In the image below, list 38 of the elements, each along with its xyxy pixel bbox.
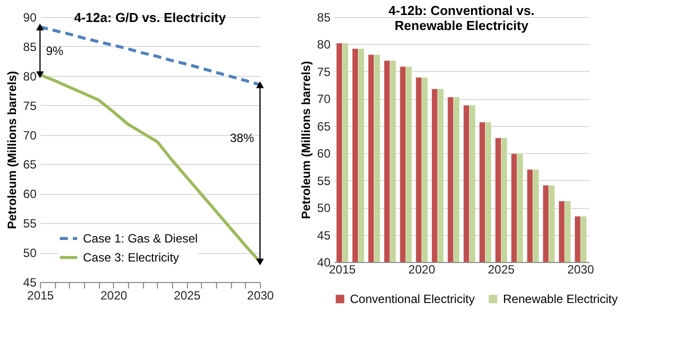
chart-title: 4-12a: G/D vs. Electricity bbox=[74, 10, 227, 25]
x-tick-label: 2025 bbox=[174, 288, 201, 302]
y-tick-label: 85 bbox=[317, 10, 331, 24]
y-tick-label: 75 bbox=[317, 64, 331, 79]
y-axis-title: Petroleum (Millions barrels) bbox=[299, 60, 314, 220]
y-tick-label: 50 bbox=[317, 201, 331, 216]
y-tick-label: 70 bbox=[23, 128, 37, 142]
y-tick-label: 55 bbox=[317, 174, 331, 188]
y-axis-title: Petroleum (Millions barrels) bbox=[5, 70, 20, 230]
x-tick-label: 2020 bbox=[408, 262, 436, 276]
y-tick-label: 40 bbox=[317, 256, 331, 270]
y-tick-label: 60 bbox=[317, 146, 331, 161]
y-tick-label: 45 bbox=[317, 228, 331, 242]
annotation: 9% bbox=[46, 44, 64, 58]
y-tick-label: 85 bbox=[23, 40, 37, 54]
y-tick-label: 80 bbox=[317, 38, 331, 52]
y-tick-label: 80 bbox=[23, 69, 37, 84]
x-tick-label: 2030 bbox=[567, 262, 594, 276]
y-tick-label: 75 bbox=[23, 98, 37, 113]
legend-label: Case 3: Electricity bbox=[83, 250, 180, 264]
annotation: 38% bbox=[230, 131, 254, 146]
y-tick-label: 65 bbox=[317, 119, 331, 134]
y-tick-label: 55 bbox=[23, 216, 37, 231]
y-tick-label: 90 bbox=[23, 10, 37, 24]
x-tick-label: 2030 bbox=[247, 288, 274, 302]
chart-title: 4-12b: Conventional vs. Renewable Electricity bbox=[388, 3, 534, 33]
y-tick-label: 70 bbox=[317, 92, 331, 106]
y-tick-label: 50 bbox=[23, 246, 37, 260]
x-tick-label: 2025 bbox=[488, 262, 515, 276]
x-tick-label: 2015 bbox=[27, 288, 54, 302]
y-tick-label: 60 bbox=[23, 187, 37, 202]
x-tick-label: 2020 bbox=[100, 288, 128, 302]
y-tick-label: 45 bbox=[23, 276, 37, 290]
legend-label: Case 1: Gas & Diesel bbox=[83, 232, 198, 246]
legend-label: Renewable Electricity bbox=[503, 292, 618, 306]
y-tick-label: 65 bbox=[23, 158, 37, 172]
legend-label: Conventional Electricity bbox=[350, 292, 475, 306]
x-tick-label: 2015 bbox=[328, 262, 356, 276]
